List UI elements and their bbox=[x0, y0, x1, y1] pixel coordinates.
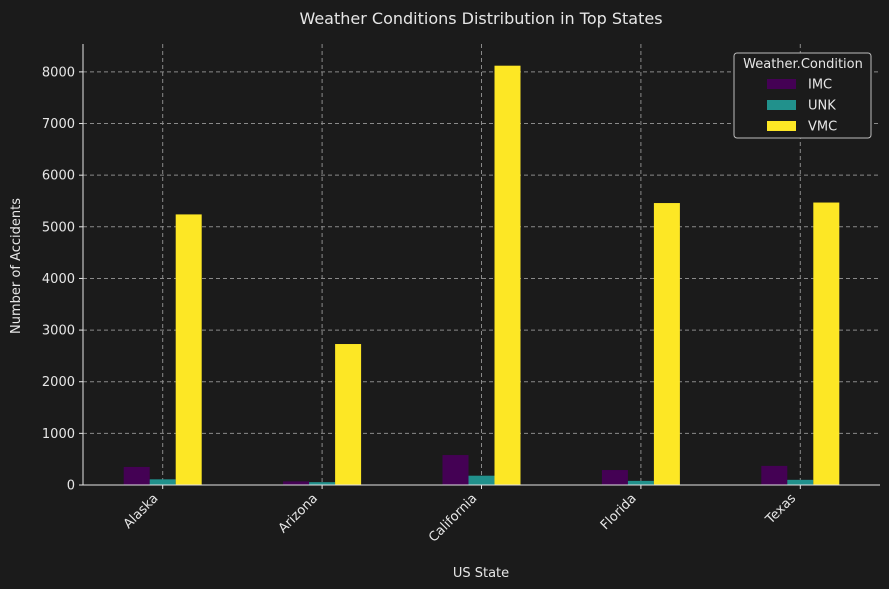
y-tick-label: 6000 bbox=[42, 169, 75, 184]
y-tick-label: 0 bbox=[67, 479, 75, 494]
bar-imc-alaska bbox=[123, 466, 150, 485]
y-tick-label: 4000 bbox=[42, 272, 75, 287]
bar-vmc-florida bbox=[653, 203, 680, 485]
y-tick-label: 7000 bbox=[42, 117, 75, 132]
legend-label-imc: IMC bbox=[808, 78, 832, 93]
legend-swatch-imc bbox=[767, 79, 796, 89]
bar-imc-arizona bbox=[283, 481, 310, 485]
y-tick-label: 5000 bbox=[42, 220, 75, 235]
bar-unk-arizona bbox=[309, 482, 336, 485]
y-tick-label: 2000 bbox=[42, 375, 75, 390]
legend: Weather.Condition IMC UNK VMC bbox=[733, 52, 872, 139]
chart-title: Weather Conditions Distribution in Top S… bbox=[299, 9, 662, 28]
bar-imc-florida bbox=[601, 470, 628, 485]
legend-label-vmc: VMC bbox=[808, 120, 837, 135]
bar-imc-texas bbox=[761, 465, 788, 485]
y-axis-label: Number of Accidents bbox=[9, 198, 24, 334]
bars-group bbox=[123, 65, 840, 486]
x-axis-label: US State bbox=[453, 566, 509, 581]
bar-vmc-arizona bbox=[335, 344, 362, 485]
legend-swatch-unk bbox=[767, 100, 796, 110]
legend-title: Weather.Condition bbox=[743, 57, 863, 72]
legend-items: IMC UNK VMC bbox=[767, 78, 837, 135]
y-tick-label: 3000 bbox=[42, 324, 75, 339]
bar-imc-california bbox=[442, 455, 469, 485]
y-tick-label: 1000 bbox=[42, 427, 75, 442]
bar-unk-alaska bbox=[149, 479, 176, 485]
bar-vmc-california bbox=[494, 65, 521, 485]
legend-label-unk: UNK bbox=[808, 99, 836, 114]
grid-lines bbox=[83, 44, 880, 485]
bar-unk-california bbox=[468, 475, 495, 485]
bar-vmc-texas bbox=[813, 202, 840, 486]
y-tick-labels: 0 1000 2000 3000 4000 5000 6000 7000 8000 bbox=[42, 65, 83, 494]
bar-vmc-alaska bbox=[175, 214, 202, 485]
legend-swatch-vmc bbox=[767, 121, 796, 131]
bar-unk-florida bbox=[627, 480, 654, 485]
legend-box bbox=[733, 52, 872, 139]
y-tick-label: 8000 bbox=[42, 65, 75, 80]
bar-unk-texas bbox=[787, 479, 814, 485]
